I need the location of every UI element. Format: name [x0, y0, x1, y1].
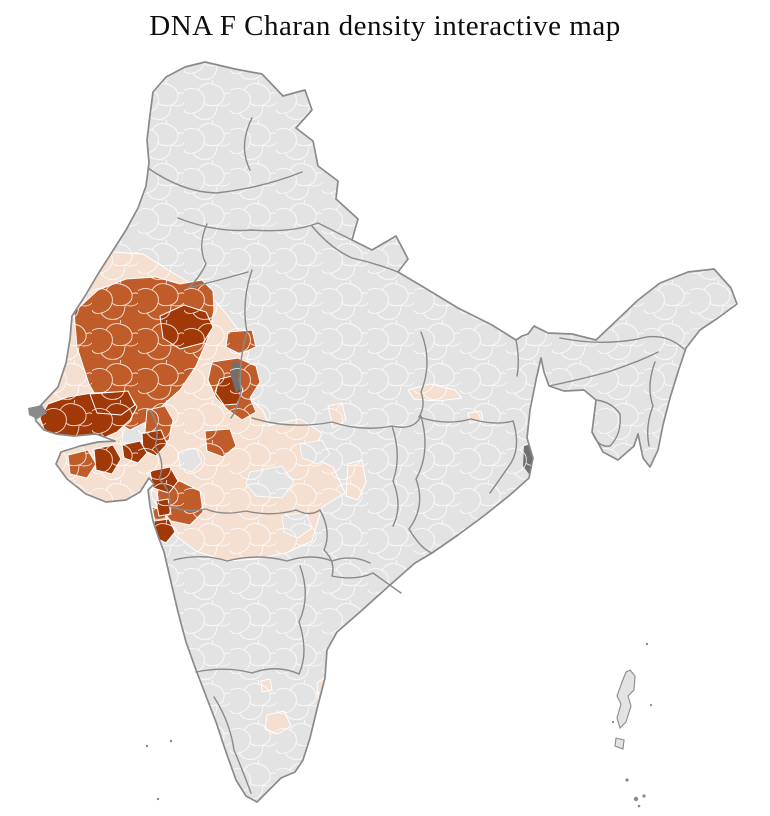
state-border-16	[319, 509, 334, 577]
state-border-20	[331, 572, 402, 594]
state-border-22	[548, 351, 659, 387]
district-boundaries-texture	[34, 62, 737, 802]
state-border-2	[177, 217, 353, 241]
island-dot-6	[637, 804, 641, 808]
state-border-7	[251, 415, 422, 429]
state-border-5	[187, 271, 249, 289]
state-border-9	[418, 416, 514, 424]
state-border-3	[311, 225, 399, 273]
state-border-21	[559, 335, 685, 350]
state-borders	[147, 117, 685, 794]
state-border-17	[298, 565, 306, 675]
island-dot-4	[633, 796, 639, 802]
state-border-11	[408, 415, 433, 554]
island-dot-1	[649, 703, 653, 707]
state-border-24	[591, 399, 621, 447]
map-title: DNA F Charan density interactive map	[149, 10, 621, 42]
island-dot-0	[645, 642, 649, 646]
island-dot-9	[156, 797, 160, 801]
state-border-12	[391, 425, 399, 527]
island-dot-8	[169, 739, 173, 743]
state-border-4	[187, 223, 208, 289]
state-border-8	[418, 331, 428, 418]
state-border-15	[173, 556, 371, 564]
state-border-6	[230, 269, 253, 419]
island-dot-5	[642, 794, 646, 798]
india-outline	[28, 61, 738, 803]
state-border-1	[243, 117, 253, 171]
state-border-13	[149, 409, 171, 507]
state-border-0	[147, 167, 303, 194]
island-dot-7	[145, 744, 149, 748]
state-border-18	[195, 668, 300, 675]
island-dot-3	[625, 778, 629, 782]
district-lines-overlay	[34, 62, 737, 802]
island-dot-2	[611, 720, 615, 724]
border-stub	[28, 405, 47, 419]
islands[interactable]	[145, 642, 653, 808]
andaman-island-1[interactable]	[614, 737, 625, 750]
india-outline-stroke	[33, 61, 738, 803]
state-border-23	[646, 361, 656, 447]
state-border-14	[168, 505, 321, 515]
state-border-25	[515, 339, 519, 377]
state-border-19	[213, 696, 252, 794]
state-border-10	[489, 420, 518, 494]
andaman-island-0[interactable]	[616, 669, 636, 730]
